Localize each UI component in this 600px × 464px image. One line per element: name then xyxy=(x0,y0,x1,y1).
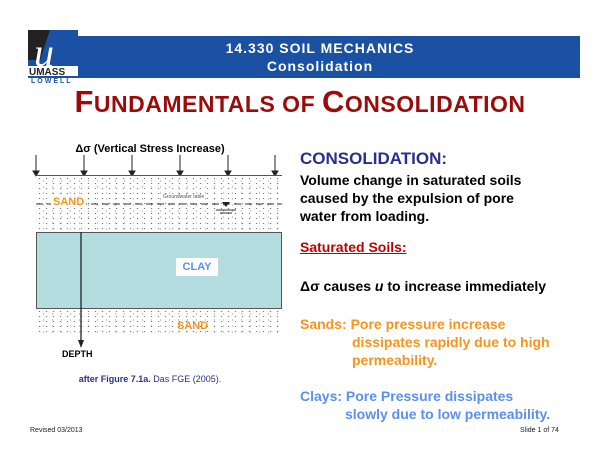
load-arrows xyxy=(32,155,279,177)
topic-title: Consolidation xyxy=(266,58,374,74)
slide-number: Slide 1 of 74 xyxy=(520,427,559,434)
consolidation-heading: CONSOLIDATION: xyxy=(300,149,448,168)
saturated-soils-heading: Saturated Soils: xyxy=(300,239,407,255)
svg-text:u: u xyxy=(34,30,54,75)
svg-text:LOWELL: LOWELL xyxy=(31,78,73,84)
clay-layer xyxy=(36,232,282,309)
groundwater-line xyxy=(36,202,282,214)
svg-text:UMASS: UMASS xyxy=(29,67,65,78)
definition-text: Volume change in saturated soils caused b… xyxy=(300,172,522,224)
load-label: Δσ (Vertical Stress Increase) xyxy=(75,143,225,155)
slide-title: FUNDAMENTALS OF CONSOLIDATION xyxy=(74,84,526,119)
depth-label: DEPTH xyxy=(62,349,93,359)
umass-lowell-logo: u UMASS LOWELL xyxy=(28,30,78,85)
sand-label-bottom: SAND xyxy=(177,320,209,332)
figure-caption: after Figure 7.1a. Das FGE (2005). xyxy=(78,374,222,384)
sand-layer-bottom xyxy=(36,309,282,333)
header-bar: 14.330 SOIL MECHANICS Consolidation xyxy=(28,36,580,78)
revised-date: Revised 03/2013 xyxy=(30,427,83,434)
groundwater-label: Groundwater table xyxy=(163,194,205,200)
stress-statement: Δσ causes u to increase immediately xyxy=(300,278,547,294)
clay-label: CLAY xyxy=(176,258,218,276)
depth-arrow xyxy=(78,232,84,348)
course-title: 14.330 SOIL MECHANICS xyxy=(225,40,415,56)
sand-label-top: SAND xyxy=(51,196,87,208)
sands-text: Sands: Pore pressure increase dissipates … xyxy=(300,316,550,368)
clays-text: Clays: Pore Pressure dissipates slowly du… xyxy=(300,388,551,422)
